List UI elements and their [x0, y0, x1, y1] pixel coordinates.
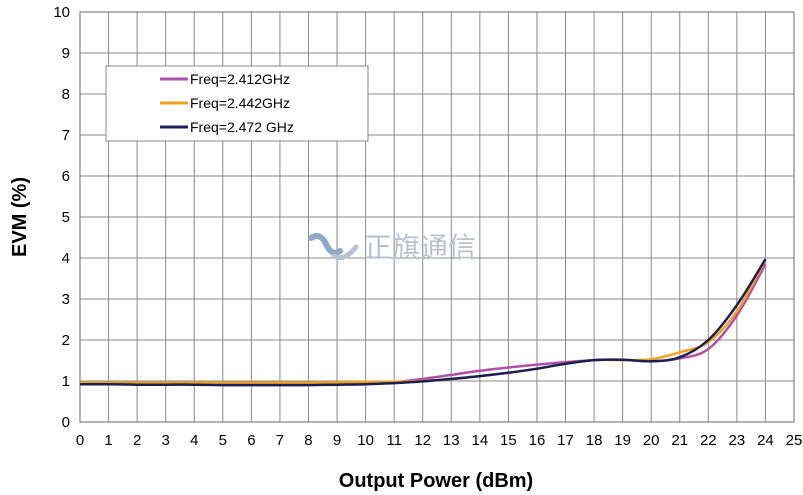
x-tick-label: 7 — [276, 432, 284, 449]
y-tick-label: 8 — [62, 86, 70, 103]
watermark-logo-swoosh-icon — [331, 244, 359, 261]
x-tick-label: 2 — [133, 432, 141, 449]
y-tick-label: 6 — [62, 168, 70, 185]
x-tick-label: 0 — [76, 432, 84, 449]
x-tick-label: 23 — [729, 432, 746, 449]
y-tick-label: 4 — [62, 250, 70, 267]
legend-box — [105, 65, 369, 142]
y-tick-label: 0 — [62, 414, 70, 431]
y-axis-title: EVM (%) — [9, 177, 31, 257]
x-tick-label: 16 — [529, 432, 546, 449]
x-tick-label: 14 — [471, 432, 488, 449]
x-tick-label: 12 — [414, 432, 431, 449]
y-tick-labels: 0 1 2 3 4 5 6 7 8 9 10 — [53, 4, 70, 431]
legend-label: Freq=2.472 GHz — [190, 119, 294, 135]
x-tick-label: 25 — [786, 432, 803, 449]
watermark-text: 正旗通信 — [364, 231, 476, 264]
x-tick-label: 6 — [247, 432, 255, 449]
x-tick-label: 13 — [443, 432, 460, 449]
watermark-logo-icon — [308, 233, 343, 256]
x-tick-label: 10 — [357, 432, 374, 449]
legend: Freq=2.412GHz Freq=2.442GHz Freq=2.472 GHz — [105, 65, 369, 142]
series-lines — [79, 258, 767, 387]
x-tick-label: 11 — [386, 432, 402, 449]
y-tick-label: 5 — [62, 209, 70, 226]
y-tick-label: 9 — [62, 45, 70, 62]
legend-label: Freq=2.412GHz — [190, 71, 290, 87]
x-tick-label: 3 — [162, 432, 170, 449]
x-tick-label: 22 — [700, 432, 717, 449]
y-tick-label: 1 — [62, 373, 70, 390]
x-tick-label: 15 — [500, 432, 517, 449]
x-tick-label: 20 — [643, 432, 660, 449]
x-tick-label: 19 — [614, 432, 631, 449]
x-tick-label: 8 — [304, 432, 312, 449]
x-tick-label: 1 — [104, 432, 112, 449]
x-tick-label: 5 — [219, 432, 227, 449]
x-tick-label: 9 — [333, 432, 341, 449]
x-tick-label: 18 — [586, 432, 603, 449]
y-tick-label: 3 — [62, 291, 70, 308]
y-tick-label: 10 — [53, 4, 70, 21]
legend-label: Freq=2.442GHz — [190, 95, 290, 111]
plot-border — [79, 11, 795, 423]
series-line-3 — [79, 258, 767, 387]
x-axis-title: Output Power (dBm) — [339, 470, 533, 492]
y-tick-label: 2 — [62, 332, 70, 349]
watermark: 正旗通信 — [308, 231, 476, 264]
x-tick-label: 4 — [190, 432, 198, 449]
x-tick-labels: 0 1 2 3 4 5 6 7 8 9 10 11 12 13 14 15 16 17 18 19 20 21 22 23 24… — [76, 432, 803, 449]
x-tick-label: 17 — [557, 432, 574, 449]
x-tick-label: 24 — [757, 432, 774, 449]
x-tick-label: 21 — [671, 432, 688, 449]
y-tick-label: 7 — [62, 127, 70, 144]
